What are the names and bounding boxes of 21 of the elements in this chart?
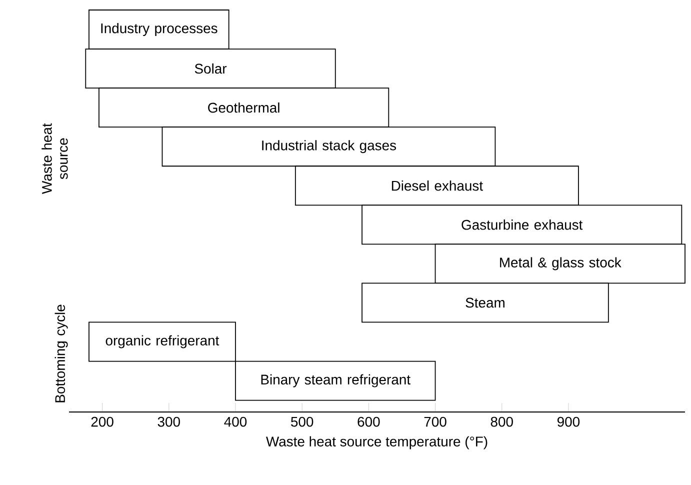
x-tick-label: 900 bbox=[557, 416, 580, 427]
y-tick-label: organic refrigerant bbox=[106, 335, 220, 348]
y-tick-label: Gasturbine exhaust bbox=[462, 220, 583, 230]
y-tick-label: Metal & glass stock bbox=[500, 257, 622, 270]
y-tick-label: Binary steam refrigerant bbox=[261, 374, 410, 388]
y-tick-label: Solar bbox=[194, 63, 227, 74]
y-tick-label: Industry processes bbox=[101, 23, 218, 36]
x-tick-label: 600 bbox=[358, 416, 380, 427]
x-tick-label: 300 bbox=[158, 416, 180, 427]
x-tick-label: 700 bbox=[424, 416, 446, 427]
x-tick-label: 800 bbox=[490, 416, 513, 427]
x-tick-label: 500 bbox=[291, 416, 314, 427]
x-axis-title: Waste heat source temperature (°F) bbox=[266, 436, 488, 450]
y-tick-label: Steam bbox=[466, 298, 504, 308]
text: Bottoming cycle bbox=[54, 304, 68, 402]
text: Waste heat source bbox=[42, 123, 68, 194]
x-tick-label: 400 bbox=[224, 416, 247, 427]
x-tick-label: 200 bbox=[91, 416, 114, 427]
y-tick-label: Diesel exhaust bbox=[392, 180, 483, 191]
y-tick-label: Industrial stack gases bbox=[262, 140, 396, 154]
y-tick-label: Geothermal bbox=[208, 102, 280, 113]
